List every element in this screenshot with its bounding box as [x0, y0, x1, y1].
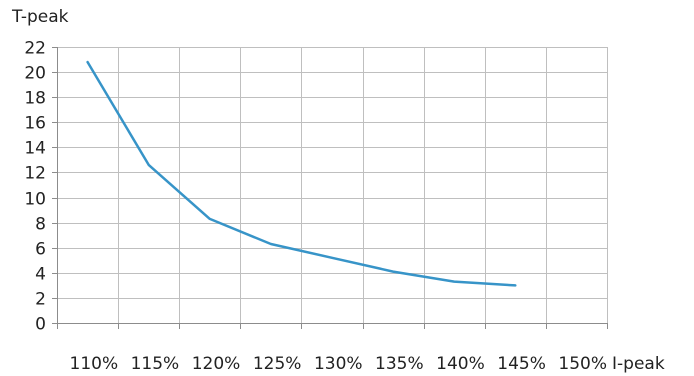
x-tick-label: 145% [497, 354, 546, 374]
y-tick-label: 4 [35, 265, 46, 285]
series [86, 60, 517, 287]
y-tick-label: 22 [24, 39, 46, 59]
x-tick-label: 120% [192, 354, 241, 374]
x-tick-label: 125% [253, 354, 302, 374]
x-tick-label: 135% [375, 354, 424, 374]
y-tick-label: 20 [24, 64, 46, 84]
x-tick-label: 130% [314, 354, 363, 374]
axes [52, 47, 608, 329]
y-tick-label: 8 [35, 215, 46, 235]
y-tick-label: 0 [35, 315, 46, 335]
x-tick-label: 150% [558, 354, 607, 374]
x-tick-label: 140% [436, 354, 485, 374]
y-tick-label: 6 [35, 240, 46, 260]
y-tick-label: 16 [24, 114, 46, 134]
y-tick-label: 10 [24, 190, 46, 210]
series-line [86, 60, 517, 287]
x-tick-label: 110% [70, 354, 119, 374]
y-tick-label: 18 [24, 89, 46, 109]
tick-labels: 0 2 4 6 8 10 12 14 16 18 20 22 110% 115% 120% 125% 130% 1… [24, 39, 607, 375]
y-axis-title: T-peak [11, 7, 69, 27]
x-axis-title: I-peak [612, 354, 665, 374]
y-tick-label: 2 [35, 290, 46, 310]
grid-lines [57, 47, 608, 323]
x-tick-label: 115% [131, 354, 180, 374]
y-tick-label: 12 [24, 164, 46, 184]
y-tick-label: 14 [24, 139, 46, 159]
